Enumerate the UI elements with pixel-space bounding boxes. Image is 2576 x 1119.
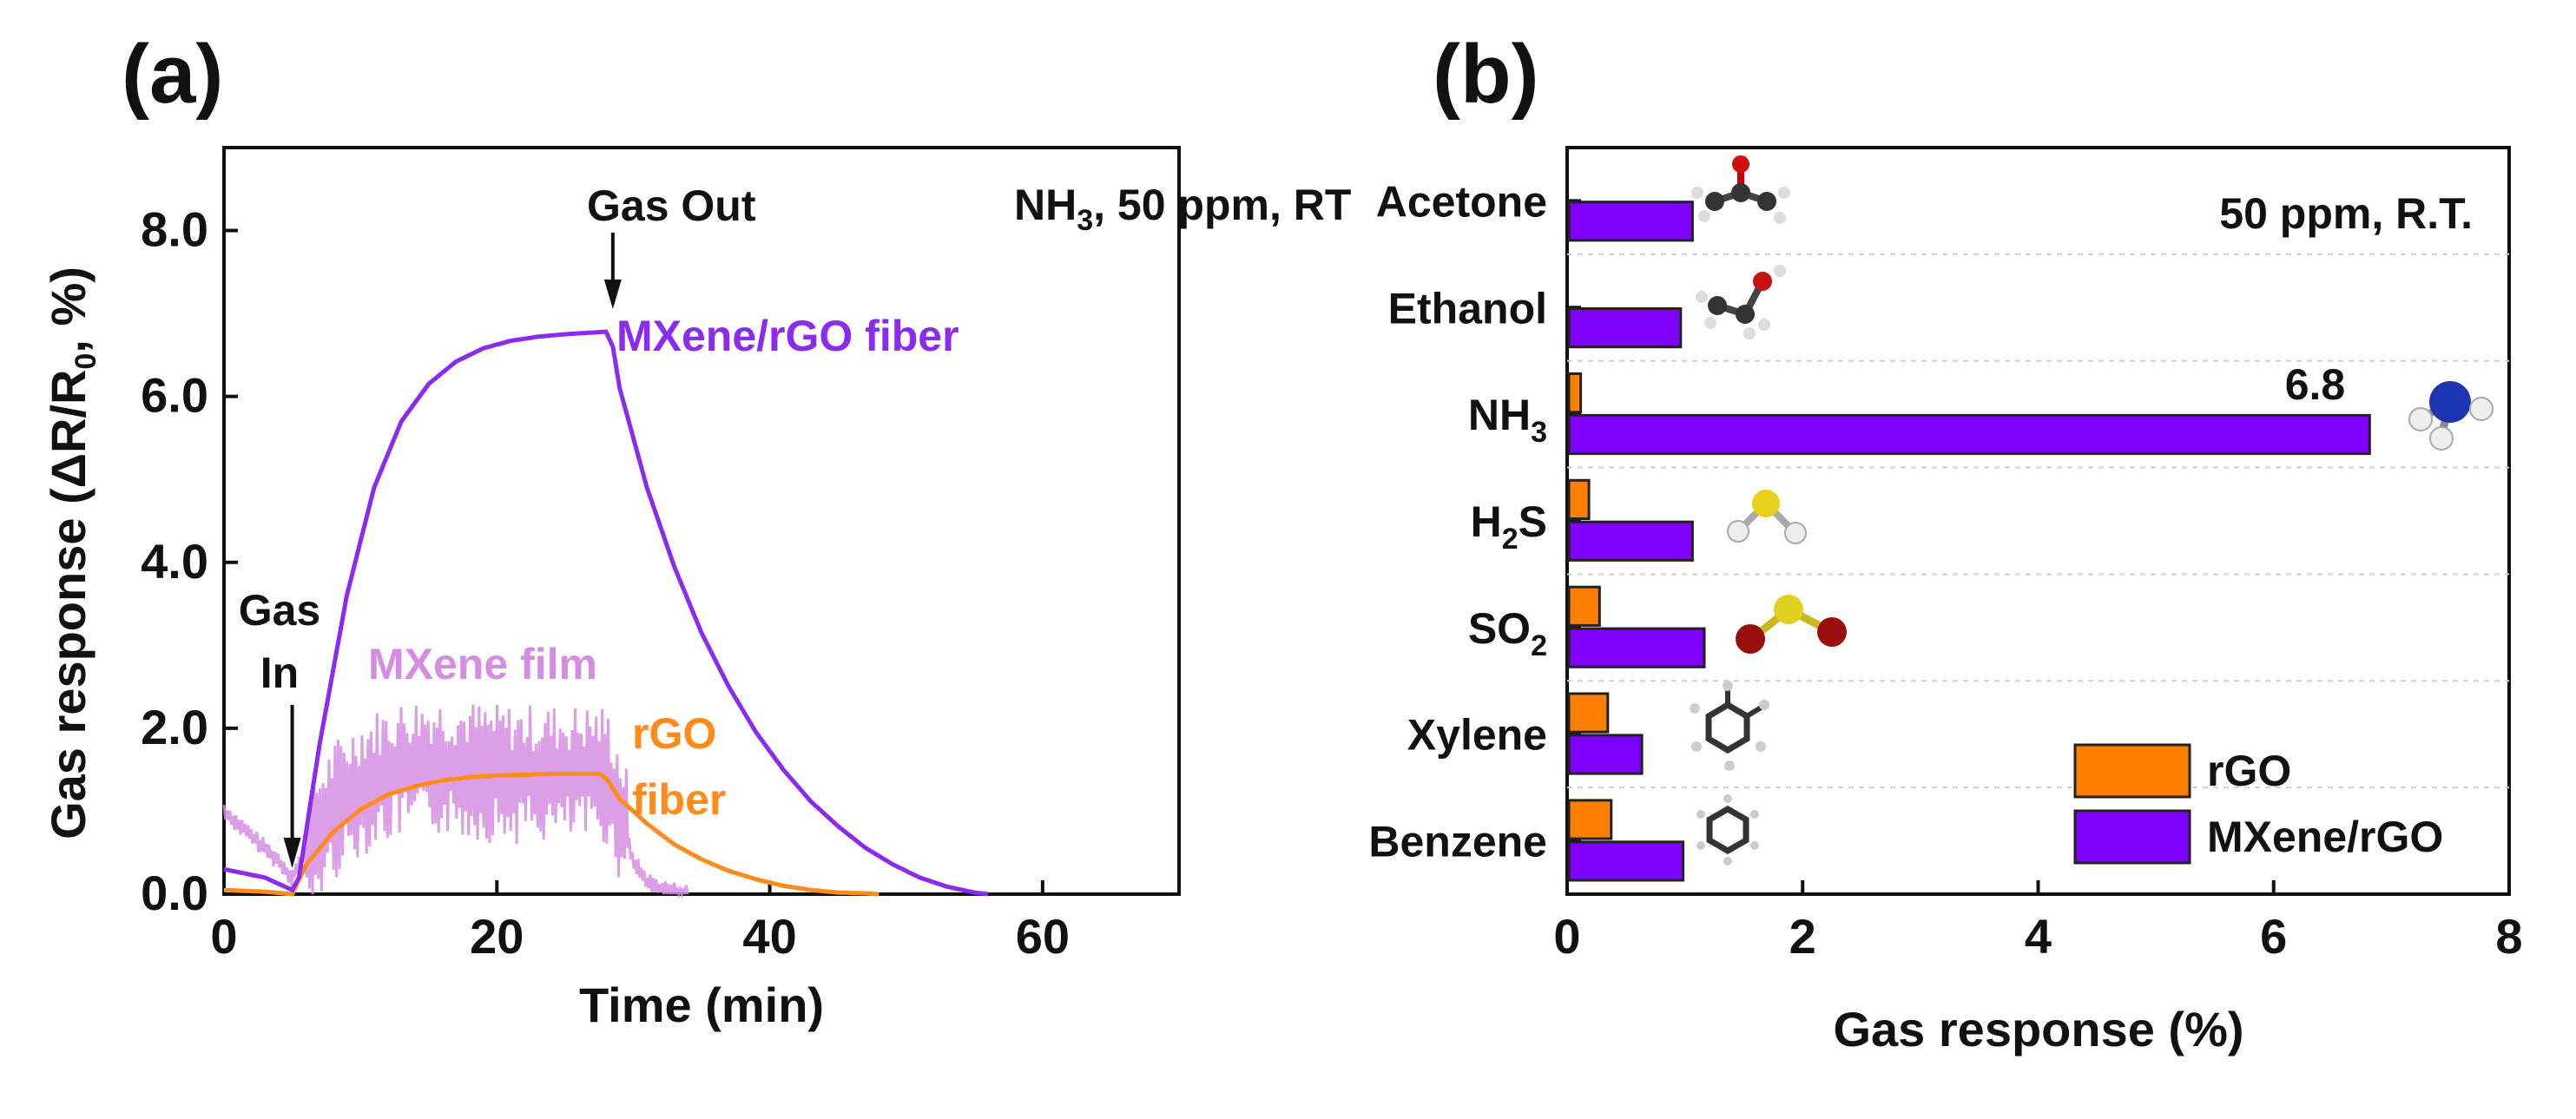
panel-b-label: (b) <box>1433 28 1539 121</box>
panel-b-x-tick-label: 4 <box>2025 909 2052 964</box>
legend-label-rgo-fiber-line2: fiber <box>632 775 726 824</box>
ammonia-molecule-icon <box>2408 381 2494 451</box>
panel-b-category-labels: Acetone Ethanol NH3 H2S SO2 Xylene Benzene <box>1368 177 1581 866</box>
sulfur-dioxide-molecule-icon <box>1736 595 1847 654</box>
legend-label-rgo-fiber-line1: rGO <box>632 709 716 758</box>
panel-b-x-tick-label: 0 <box>1553 909 1580 964</box>
bar-mxene-rgo <box>1567 627 1706 668</box>
bar-rgo <box>1567 692 1610 734</box>
panel-b-category-label: Acetone <box>1376 177 1547 226</box>
panel-a-plot-frame <box>222 146 1181 896</box>
bar-mxene-rgo <box>1567 307 1683 349</box>
panel-a-condition: NH3, 50 ppm, RT <box>1014 181 1351 237</box>
panel-a-y-axis-label: Gas response (ΔR/R0, %) <box>41 267 102 839</box>
hydrogen-sulfide-molecule-icon <box>1727 490 1807 544</box>
panel-b-x-ticks: 0 2 4 6 8 <box>1553 880 2523 964</box>
panel-a-label: (a) <box>122 28 223 121</box>
panel-b-x-tick-label: 6 <box>2260 909 2287 964</box>
legend-swatch-mxene-rgo <box>2073 809 2191 865</box>
panel-a-y-tick-label: 2.0 <box>141 700 208 754</box>
benzene-molecule-icon <box>1696 794 1759 866</box>
gas-in-annotation-line2: In <box>260 648 299 697</box>
panel-b-category-label: Xylene <box>1407 711 1547 760</box>
panel-a-x-tick-label: 20 <box>470 909 524 964</box>
bar-mxene-rgo <box>1567 201 1694 242</box>
panel-a-y-tick-label: 8.0 <box>141 202 208 257</box>
panel-b-gridlines <box>1567 253 2509 789</box>
series-line-rgo-fiber <box>223 771 880 897</box>
bar-rgo <box>1567 372 1583 414</box>
panel-b-category-label: H2S <box>1471 497 1547 556</box>
gas-out-arrowhead <box>603 280 622 309</box>
panel-a-y-tick-label: 6.0 <box>141 368 208 423</box>
panel-b-category-label: Ethanol <box>1388 284 1547 332</box>
panel-b-x-tick-label: 2 <box>1789 909 1816 964</box>
panel-b-plot-frame <box>1565 146 2511 896</box>
panel-a-series <box>222 329 989 899</box>
panel-a-x-axis-label: Time (min) <box>579 977 824 1032</box>
panel-a: (a) Gas response (ΔR/R0, %) 0.0 2.0 4.0 6.0… <box>41 28 1351 1032</box>
panel-a-x-tick-label: 0 <box>210 909 237 964</box>
panel-b-condition: 50 ppm, R.T. <box>2219 189 2473 238</box>
bar-rgo <box>1567 585 1601 627</box>
panel-b-category-label: NH3 <box>1468 391 1547 449</box>
ethanol-molecule-icon <box>1696 265 1786 339</box>
panel-a-x-ticks: 0 20 40 60 <box>210 880 1070 964</box>
panel-b-category-label: Benzene <box>1368 818 1547 866</box>
bar-rgo <box>1567 799 1613 840</box>
bar-mxene-rgo <box>1567 520 1694 562</box>
legend-label-mxene-rgo-fiber: MXene/rGO fiber <box>616 312 959 360</box>
panel-a-y-tick-label: 0.0 <box>141 866 208 920</box>
panel-a-y-ticks: 0.0 2.0 4.0 6.0 8.0 <box>141 202 238 920</box>
panel-a-x-tick-label: 60 <box>1016 909 1070 964</box>
panel-a-y-tick-label: 4.0 <box>141 534 208 589</box>
panel-b-category-label: SO2 <box>1468 604 1547 662</box>
gas-in-arrowhead <box>283 838 301 868</box>
series-line-mxene-rgo-fiber <box>223 329 989 897</box>
bar-rgo <box>1567 478 1591 520</box>
gas-in-annotation-line1: Gas <box>239 586 321 635</box>
legend-label-mxene-rgo: MXene/rGO <box>2207 813 2443 861</box>
bar-mxene-rgo <box>1567 840 1685 882</box>
panel-b-x-axis-label: Gas response (%) <box>1833 1002 2243 1056</box>
panel-b-bars <box>1567 201 2371 882</box>
acetone-molecule-icon <box>1691 155 1790 224</box>
bar-mxene-rgo <box>1567 413 2371 456</box>
legend-label-mxene-film: MXene film <box>368 640 597 688</box>
gas-out-annotation: Gas Out <box>587 181 756 230</box>
bar-mxene-rgo <box>1567 734 1644 775</box>
nh3-value-label: 6.8 <box>2285 360 2346 409</box>
xylene-molecule-icon <box>1690 681 1769 771</box>
panel-a-x-tick-label: 40 <box>742 909 796 964</box>
panel-b-x-tick-label: 8 <box>2495 909 2522 964</box>
legend-swatch-rgo <box>2073 743 2191 799</box>
legend-label-rgo: rGO <box>2207 747 2291 795</box>
panel-b-legend: rGO MXene/rGO <box>2073 743 2443 865</box>
panel-b: (b) Acetone Ethanol NH3 H2S SO2 Xylene Benzene… <box>1368 28 2522 1056</box>
